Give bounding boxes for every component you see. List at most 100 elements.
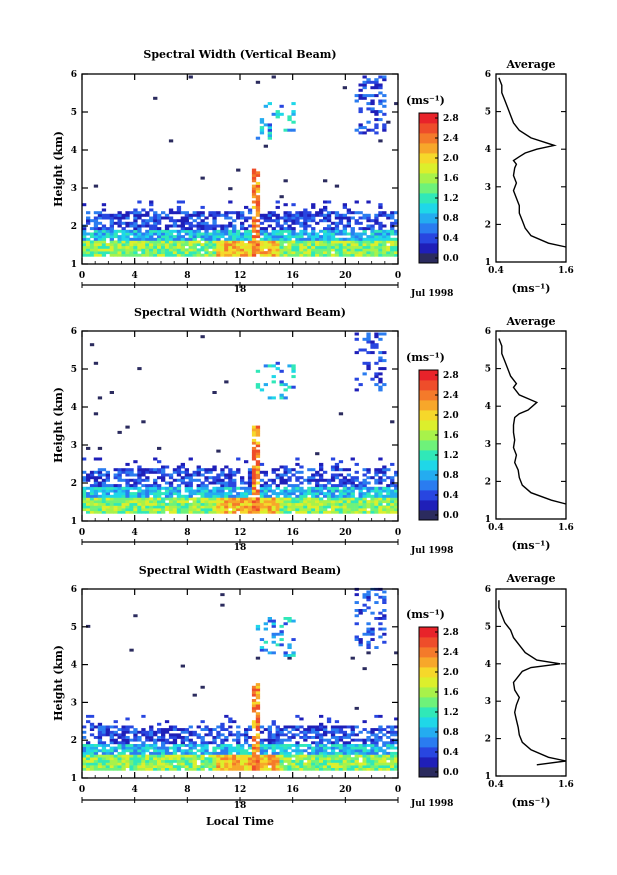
heatmap-cell <box>386 765 391 768</box>
heatmap-cell <box>326 505 332 509</box>
heatmap-cell <box>259 757 265 761</box>
heatmap-cell <box>109 227 114 231</box>
heatmap-cell <box>125 224 130 228</box>
heatmap-cell <box>279 112 284 116</box>
heatmap-cell <box>291 369 296 373</box>
heatmap-cell <box>180 765 185 768</box>
heatmap-cell <box>247 736 253 739</box>
heatmap-cell <box>259 725 265 729</box>
heatmap-cell <box>200 176 205 180</box>
heatmap-cell <box>315 235 320 239</box>
heatmap-cell <box>192 741 197 745</box>
heatmap-cell <box>279 733 284 737</box>
heatmap-cell <box>303 227 308 231</box>
heatmap-cell <box>259 505 265 509</box>
heatmap-cell <box>287 508 292 512</box>
heatmap-cell <box>295 744 300 747</box>
heatmap-cell <box>358 248 363 252</box>
heatmap-cell <box>121 754 126 758</box>
heatmap-cell <box>346 208 351 212</box>
heatmap-cell <box>390 489 395 493</box>
heatmap-cell <box>196 502 201 506</box>
heatmap-cell <box>350 457 355 461</box>
heatmap-cell <box>295 240 300 244</box>
heatmap-cell <box>319 251 324 255</box>
heatmap-cell <box>366 481 371 485</box>
heatmap-cell <box>323 240 328 244</box>
heatmap-cell <box>133 481 138 485</box>
heatmap-cell <box>374 593 379 597</box>
heatmap-cell <box>236 251 241 255</box>
heatmap-cell <box>251 192 257 196</box>
heatmap-cell <box>338 243 344 247</box>
heatmap-cell <box>390 510 395 514</box>
heatmap-cell <box>192 754 197 758</box>
heatmap-cell <box>129 478 134 482</box>
heatmap-cell <box>370 751 375 755</box>
heatmap-cell <box>244 486 249 490</box>
heatmap-cell <box>137 211 142 215</box>
heatmap-cell <box>129 738 134 742</box>
heatmap-cell <box>287 484 292 488</box>
heatmap-cell <box>141 741 146 745</box>
heatmap-cell <box>319 240 324 244</box>
heatmap-cell <box>232 489 237 493</box>
heatmap-cell <box>303 510 308 514</box>
heatmap-cell <box>224 508 229 512</box>
heatmap-cell <box>105 229 110 233</box>
heatmap-cell <box>200 502 205 506</box>
heatmap-cell <box>129 749 134 753</box>
heatmap-cell <box>251 500 257 504</box>
heatmap-cell <box>216 733 221 737</box>
heatmap-cell <box>291 767 296 771</box>
heatmap-cell <box>224 237 229 241</box>
heatmap-cell <box>283 508 288 512</box>
heatmap-cell <box>366 335 371 339</box>
heatmap-cell <box>149 245 154 249</box>
heatmap-cell <box>180 200 185 204</box>
heatmap-cell <box>275 224 280 228</box>
heatmap-cell <box>287 219 292 223</box>
heatmap-cell <box>299 237 304 241</box>
heatmap-cell <box>184 486 189 490</box>
heatmap-cell <box>346 494 351 498</box>
heatmap-cell <box>89 733 95 737</box>
heatmap-cell <box>208 754 213 758</box>
heatmap-cell <box>129 486 134 490</box>
heatmap-cell <box>176 767 182 771</box>
heatmap-cell <box>326 500 332 504</box>
heatmap-cell <box>342 746 347 750</box>
heatmap-cell <box>236 736 241 739</box>
heatmap-cell <box>105 216 110 220</box>
heatmap-cell <box>307 508 312 512</box>
heatmap-cell <box>220 749 225 753</box>
heatmap-cell <box>370 632 375 636</box>
heatmap-cell <box>196 248 201 252</box>
heatmap-cell <box>354 221 359 225</box>
heatmap-cell <box>244 460 249 464</box>
heatmap-cell <box>338 251 344 255</box>
heatmap-cell <box>224 465 229 469</box>
heatmap-cell <box>208 757 213 761</box>
heatmap-cell <box>342 749 347 753</box>
heatmap-cell <box>295 457 300 461</box>
heatmap-cell <box>362 759 367 763</box>
heatmap-cell <box>263 762 268 766</box>
heatmap-cell <box>263 245 268 249</box>
heatmap-cell <box>89 746 95 750</box>
heatmap-cell <box>315 237 320 241</box>
heatmap-cell <box>354 706 359 710</box>
heatmap-cell <box>263 216 268 220</box>
heatmap-cell <box>263 227 268 231</box>
heatmap-cell <box>228 733 233 737</box>
heatmap-cell <box>378 500 383 504</box>
heatmap-cell <box>232 762 237 766</box>
heatmap-cell <box>378 385 383 389</box>
heatmap-cell <box>338 478 344 482</box>
heatmap-cell <box>287 489 292 493</box>
heatmap-cell <box>358 484 363 488</box>
heatmap-cell <box>82 248 87 252</box>
heatmap-cell <box>113 505 118 509</box>
heatmap-cell <box>86 720 91 724</box>
heatmap-cell <box>295 757 300 761</box>
